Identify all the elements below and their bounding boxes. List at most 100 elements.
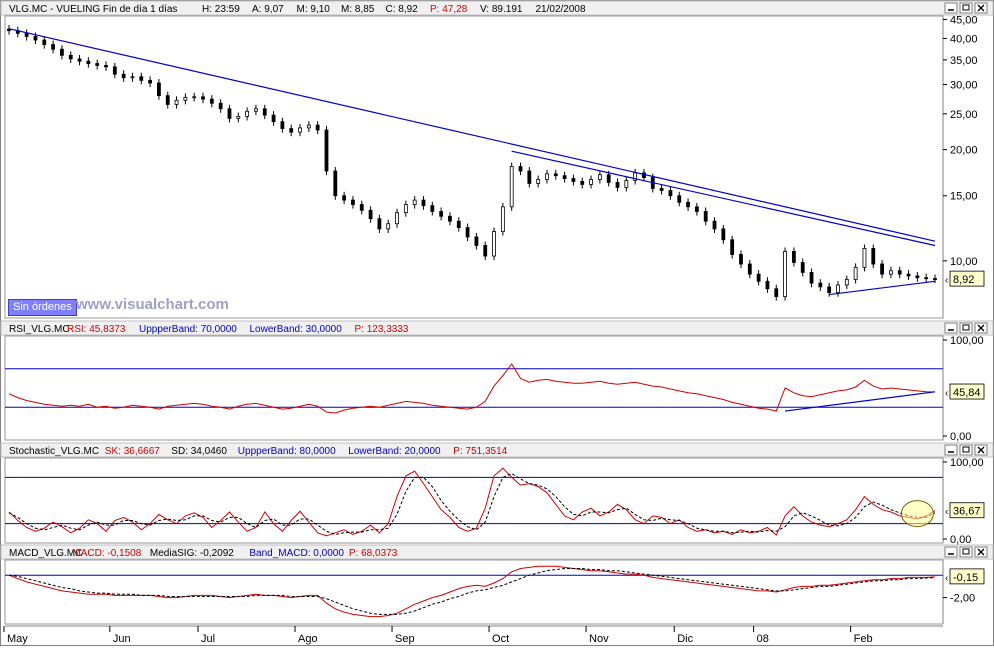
candle-body: [765, 280, 770, 290]
candle: [668, 186, 673, 200]
trendline-main: [8, 28, 936, 242]
close-icon[interactable]: [974, 546, 988, 558]
candle-body: [862, 248, 867, 268]
y-tick-label: 40,00: [950, 33, 978, 45]
maximize-icon-box[interactable]: [959, 444, 973, 456]
candle-body: [333, 170, 338, 197]
x-axis: May Jun Jul Ago Sep Oct Nov Dic 08 Feb: [3, 625, 943, 645]
macd-panel: -2,00 -0,15 ‹: [5, 565, 985, 618]
candle-body: [456, 220, 461, 228]
candle: [518, 162, 523, 176]
minimize-icon[interactable]: [944, 546, 958, 558]
minimize-icon[interactable]: [944, 444, 958, 456]
candle-body: [395, 212, 399, 225]
candle: [201, 92, 205, 104]
maximize-icon[interactable]: [959, 322, 973, 334]
header-field-2: UppperBand: 80,0000: [238, 446, 336, 457]
trendline-secondary: [511, 150, 936, 247]
candle-body: [800, 261, 805, 273]
header-field-0: SK: 36,6667: [105, 446, 160, 457]
candle: [739, 250, 743, 269]
minimize-icon-box[interactable]: [944, 322, 958, 334]
candle-body: [615, 182, 620, 188]
header-field-3: LowerBand: 20,0000: [348, 446, 441, 457]
candle-body: [121, 73, 126, 79]
candle: [783, 247, 787, 301]
maximize-icon-box[interactable]: [959, 546, 973, 558]
candle-body: [809, 272, 814, 284]
candle: [86, 57, 91, 68]
candle: [192, 92, 197, 102]
candle-body: [60, 48, 64, 56]
candle: [597, 170, 602, 184]
x-tick-label: Jul: [201, 633, 215, 645]
header-field-2: Band_MACD: 0,0000: [249, 548, 344, 559]
minimize-icon-box[interactable]: [944, 546, 958, 558]
last-value-label: 45,84: [953, 387, 981, 399]
candle-body: [351, 199, 355, 205]
y-tick-label: 0,00: [950, 431, 971, 443]
candle: [721, 224, 726, 244]
candle: [157, 79, 161, 100]
maximize-glyph: [962, 324, 970, 331]
candle: [465, 223, 470, 242]
maximize-icon-box[interactable]: [959, 2, 973, 14]
candle-body: [192, 96, 197, 99]
candle-body: [730, 239, 735, 255]
minimize-icon-box[interactable]: [944, 2, 958, 14]
candle-body: [624, 180, 629, 188]
close-icon[interactable]: [974, 322, 988, 334]
last-value-label-box: [949, 383, 985, 400]
candle: [430, 201, 435, 216]
candle: [342, 191, 347, 205]
candle-body: [377, 218, 382, 230]
candle-body: [933, 278, 937, 280]
maximize-icon[interactable]: [959, 444, 973, 456]
candle-body: [827, 286, 832, 294]
candle: [686, 198, 690, 211]
candle-body: [236, 115, 241, 119]
candle-body: [694, 206, 699, 212]
header-field-4: P: 751,3514: [453, 446, 507, 457]
close-icon[interactable]: [974, 2, 988, 14]
candle-body: [403, 204, 408, 214]
x-tick-label: Dic: [677, 633, 693, 645]
candle-body: [227, 108, 232, 119]
x-tick-label: Jun: [113, 633, 131, 645]
candle: [500, 202, 505, 236]
minimize-icon-box[interactable]: [944, 444, 958, 456]
maximize-icon[interactable]: [959, 2, 973, 14]
candle: [730, 235, 735, 259]
minimize-icon[interactable]: [944, 2, 958, 14]
candle: [51, 40, 55, 54]
candle-body: [747, 263, 752, 275]
candle: [377, 214, 382, 233]
candle-body: [871, 248, 876, 265]
candle-body: [924, 277, 929, 280]
header-field-7: 21/02/2008: [536, 4, 586, 15]
candle: [315, 121, 320, 135]
panel-header-3: [0, 544, 994, 560]
candle-body: [562, 175, 567, 179]
maximize-icon[interactable]: [959, 546, 973, 558]
candle-body: [448, 215, 452, 222]
candle: [756, 270, 761, 286]
maximize-icon-box[interactable]: [959, 322, 973, 334]
candle-body: [306, 124, 311, 129]
candle: [809, 268, 814, 288]
candle: [791, 247, 796, 267]
candle-body: [359, 204, 364, 211]
last-value-label-arrow: ‹: [945, 573, 948, 584]
close-icon[interactable]: [974, 444, 988, 456]
y-tick-label: 10,00: [950, 256, 978, 268]
candle-body: [298, 127, 302, 133]
minimize-icon[interactable]: [944, 322, 958, 334]
candle: [624, 176, 629, 192]
candle-body: [880, 263, 884, 275]
candle: [165, 91, 170, 109]
orders-button[interactable]: Sin órdenes: [8, 299, 77, 316]
close-glyph-b: [977, 446, 985, 454]
candle: [571, 174, 576, 186]
candle-body: [130, 76, 135, 79]
